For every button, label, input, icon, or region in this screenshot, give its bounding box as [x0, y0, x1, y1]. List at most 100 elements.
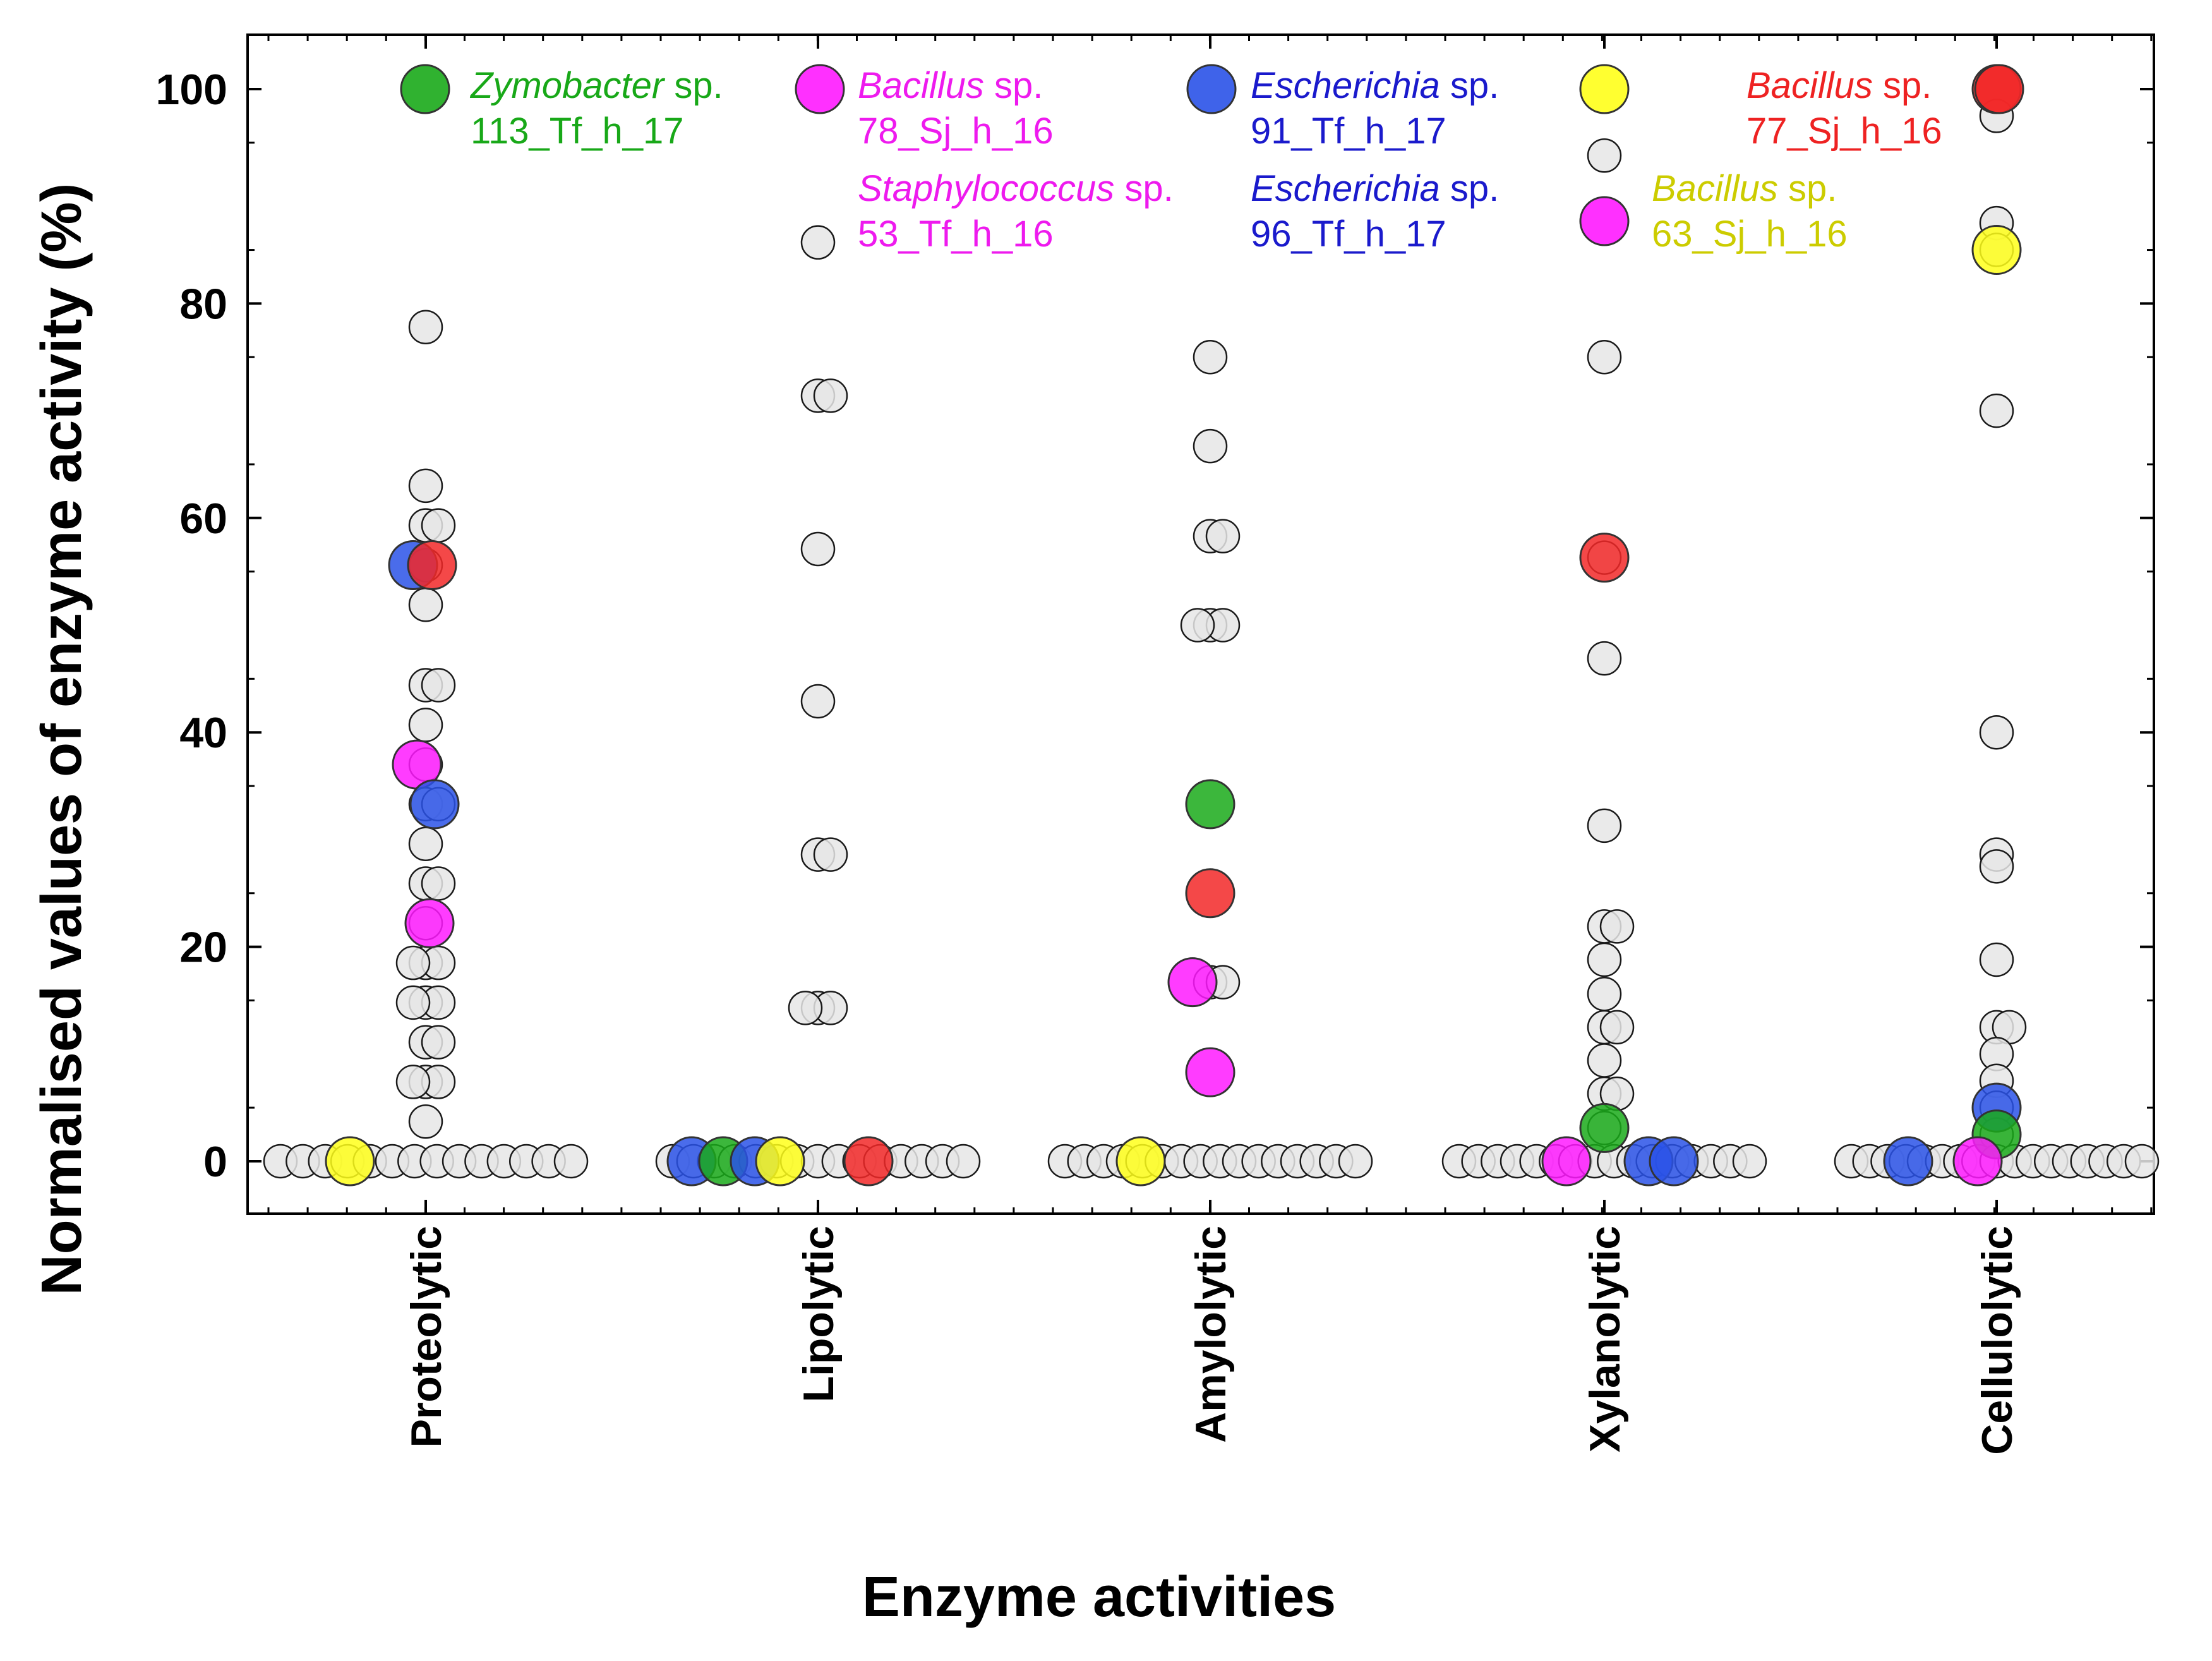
colored-data-point-blue — [409, 779, 460, 830]
y-tick-label: 40 — [179, 709, 227, 757]
legend-species-suffix: sp. — [1114, 168, 1174, 209]
gray-data-point — [1732, 1144, 1767, 1179]
gray-data-point — [1587, 977, 1622, 1012]
gray-data-point — [421, 508, 456, 543]
legend-genus: Staphylococcus — [858, 168, 1114, 209]
legend-species-name: Escherichia sp. — [1251, 65, 1499, 106]
legend-genus: Bacillus — [858, 65, 984, 106]
gray-data-point — [408, 708, 443, 742]
y-tick-labels: 0 20 40 60 80 100 — [156, 66, 227, 1186]
y-tick-label: 100 — [156, 66, 227, 114]
legend-strain-id: 53_Tf_h_16 — [858, 214, 1054, 255]
gray-data-point — [395, 945, 431, 981]
gray-data-point — [421, 866, 456, 901]
legend-genus: Bacillus — [1746, 65, 1873, 106]
legend-genus: Bacillus — [1652, 168, 1778, 209]
axis-ticks — [248, 35, 2154, 1214]
y-tick-label: 0 — [203, 1138, 227, 1186]
legend-species-suffix: sp. — [1778, 168, 1837, 209]
legend-genus: Zymobacter — [469, 65, 666, 106]
gray-data-point — [1338, 1144, 1373, 1179]
colored-data-point-red — [1185, 868, 1235, 919]
colored-data-point-red — [407, 540, 457, 590]
colored-data-point-magenta — [1167, 957, 1218, 1008]
x-axis-title: Enzyme activities — [862, 1566, 1336, 1629]
gray-data-point — [408, 468, 443, 504]
gray-data-point — [800, 225, 836, 260]
gray-data-point — [1587, 138, 1622, 173]
category-label: Proteolytic — [402, 1226, 450, 1447]
gray-data-point — [421, 668, 456, 703]
legend-species-suffix: sp. — [1440, 168, 1500, 209]
gray-data-point — [395, 1065, 431, 1099]
gray-data-point — [1587, 942, 1622, 977]
gray-data-point — [1979, 715, 2014, 750]
y-tick-label: 80 — [179, 280, 227, 328]
gray-data-point — [1587, 1043, 1622, 1078]
colored-data-point-red — [1579, 533, 1630, 583]
colored-data-point-red — [843, 1136, 894, 1187]
legend-species-name: Zymobacter sp. — [469, 65, 723, 106]
category-label: Amylolytic — [1187, 1226, 1235, 1443]
gray-data-point — [1979, 393, 2014, 428]
plot-frame — [246, 33, 2155, 1215]
legend-strain-id: 96_Tf_h_17 — [1251, 214, 1446, 255]
colored-data-point-green — [1579, 1102, 1630, 1153]
category-label: Lipolytic — [795, 1226, 843, 1403]
legend-species-name: Escherichia sp. — [1251, 168, 1499, 209]
legend-genus: Escherichia — [1251, 65, 1440, 106]
category-labels: Proteolytic Lipolytic Amylolytic Xylanolyti… — [402, 1226, 2021, 1455]
legend-species-suffix: sp. — [1440, 65, 1500, 106]
y-axis-title: Normalised values of enzyme activity (%) — [30, 183, 93, 1296]
gray-data-point — [408, 826, 443, 861]
gray-data-point — [553, 1144, 589, 1179]
gray-data-point — [946, 1144, 981, 1179]
colored-data-point-blue — [1883, 1136, 1933, 1187]
gray-data-point — [1979, 849, 2014, 884]
gray-points — [263, 99, 2160, 1179]
colored-data-point-yellow — [325, 1136, 375, 1187]
legend-marker-red — [1974, 64, 2024, 114]
legend-species-name: Bacillus sp. — [1746, 65, 1932, 106]
colored-data-point-yellow — [755, 1136, 805, 1187]
legend-strain-id: 113_Tf_h_17 — [471, 111, 684, 152]
legend-strain-id: 78_Sj_h_16 — [858, 111, 1054, 152]
gray-data-point — [2124, 1144, 2160, 1179]
colored-data-point-blue — [1649, 1136, 1699, 1187]
gray-data-point — [408, 1104, 443, 1139]
legend-species-suffix: sp. — [1873, 65, 1932, 106]
colored-data-point-magenta — [1952, 1136, 2003, 1187]
legend-marker-blue — [1186, 64, 1237, 114]
gray-data-point — [1587, 641, 1622, 676]
legend-genus: Escherichia — [1251, 168, 1440, 209]
gray-data-point — [1205, 519, 1241, 553]
category-label: Cellulolytic — [1973, 1226, 2021, 1455]
gray-data-point — [800, 684, 836, 719]
gray-data-point — [408, 310, 443, 344]
category-label: Xylanolytic — [1581, 1226, 1629, 1453]
gray-data-point — [1979, 942, 2014, 977]
gray-data-point — [395, 985, 431, 1020]
legend-species-name: Bacillus sp. — [858, 65, 1043, 106]
gray-data-point — [813, 378, 848, 413]
legend-strain-id: 63_Sj_h_16 — [1652, 214, 1848, 255]
colored-data-point-yellow — [1971, 225, 2022, 275]
gray-data-point — [813, 837, 848, 872]
colored-data-point-magenta — [404, 898, 455, 948]
legend-species-suffix: sp. — [664, 65, 723, 106]
legend-strain-id: 77_Sj_h_16 — [1746, 111, 1942, 152]
gray-data-point — [408, 588, 443, 622]
gray-data-point — [1587, 340, 1622, 375]
gray-data-point — [1599, 1010, 1635, 1045]
colored-data-point-green — [1185, 779, 1235, 830]
legend-marker-yellow — [1579, 64, 1630, 114]
gray-data-point — [1587, 808, 1622, 843]
gray-data-point — [1599, 909, 1635, 944]
legend-marker-green — [400, 64, 450, 114]
legend-marker-magenta — [795, 64, 845, 114]
colored-data-point-magenta — [1185, 1047, 1235, 1097]
legend-species-name: Bacillus sp. — [1652, 168, 1837, 209]
legend-species-suffix: sp. — [984, 65, 1043, 106]
